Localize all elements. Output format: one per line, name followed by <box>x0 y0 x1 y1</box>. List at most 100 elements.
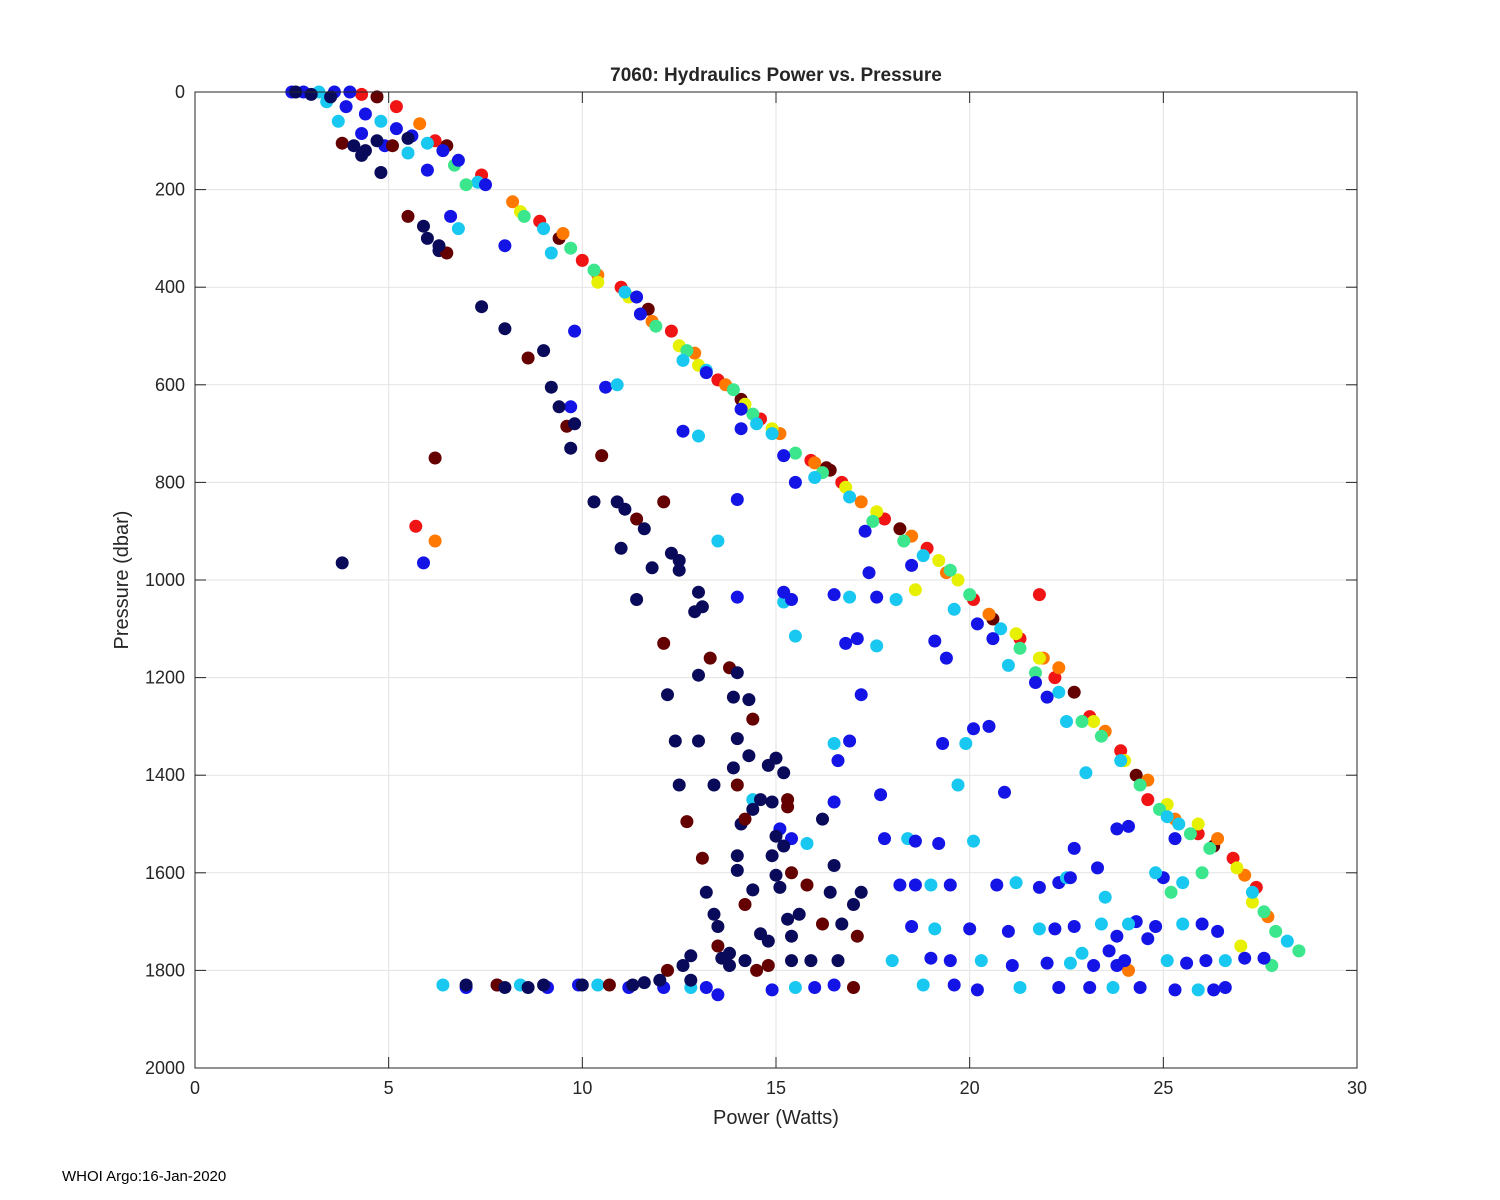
x-tick-label: 25 <box>1153 1078 1173 1098</box>
data-point <box>661 688 674 702</box>
data-point <box>331 114 345 128</box>
data-point <box>409 519 423 533</box>
data-point <box>370 90 384 104</box>
data-point <box>1106 981 1120 994</box>
data-point <box>1114 744 1128 758</box>
data-point <box>413 117 427 131</box>
data-point <box>827 588 841 602</box>
data-point <box>1067 841 1081 855</box>
x-tick-label: 5 <box>384 1078 394 1098</box>
data-point <box>1102 944 1116 958</box>
data-point <box>587 495 601 509</box>
data-point <box>1009 627 1023 641</box>
y-tick-label: 0 <box>175 82 185 102</box>
data-point <box>587 263 601 277</box>
data-point <box>521 351 535 365</box>
data-point <box>928 922 942 936</box>
data-point <box>905 558 919 572</box>
data-point <box>963 588 977 602</box>
data-point <box>769 829 783 843</box>
data-point <box>610 378 624 392</box>
data-point <box>870 639 884 653</box>
y-tick-label: 1400 <box>145 765 185 785</box>
data-point <box>726 761 740 775</box>
data-point <box>850 929 864 943</box>
data-point <box>843 590 857 604</box>
data-point <box>730 493 744 506</box>
data-point <box>564 400 578 414</box>
data-point <box>974 954 988 968</box>
data-point <box>1052 661 1066 675</box>
data-point <box>1180 956 1194 970</box>
data-point <box>1230 861 1244 875</box>
data-point <box>649 319 663 333</box>
data-point <box>827 859 841 872</box>
data-point <box>908 834 922 848</box>
data-point <box>637 522 651 536</box>
data-point <box>711 939 725 953</box>
data-point <box>928 634 942 648</box>
data-point <box>738 812 752 826</box>
data-point <box>389 100 403 114</box>
data-point <box>537 222 551 236</box>
data-point <box>537 978 551 992</box>
data-point <box>1172 817 1186 831</box>
data-point <box>552 400 566 414</box>
data-point <box>417 556 430 570</box>
data-point <box>734 422 748 436</box>
data-point <box>661 963 674 977</box>
data-point <box>908 878 922 892</box>
data-point <box>618 502 632 516</box>
data-point <box>831 954 845 968</box>
data-points <box>285 85 1306 1002</box>
grid-lines <box>195 92 1357 1068</box>
data-point <box>866 514 880 528</box>
data-point <box>1245 895 1259 909</box>
data-point <box>355 148 369 162</box>
data-point <box>475 300 489 314</box>
data-point <box>420 163 434 177</box>
data-point <box>769 868 783 882</box>
data-point <box>537 344 551 358</box>
data-point <box>1032 922 1046 936</box>
data-point <box>451 153 465 167</box>
y-tick-label: 1200 <box>145 668 185 688</box>
data-point <box>1094 917 1108 931</box>
data-point <box>943 954 957 968</box>
data-point <box>781 800 795 814</box>
data-point <box>595 449 609 463</box>
data-point <box>746 883 760 897</box>
data-point <box>544 246 558 260</box>
data-point <box>1141 932 1155 946</box>
data-point <box>1048 922 1062 936</box>
data-point <box>854 688 868 702</box>
data-point <box>1110 822 1124 836</box>
data-point <box>1122 917 1135 931</box>
data-point <box>564 241 578 255</box>
data-point <box>575 253 589 267</box>
chart-title: 7060: Hydraulics Power vs. Pressure <box>610 65 942 86</box>
data-point <box>1110 959 1124 972</box>
y-tick-label: 200 <box>155 180 185 200</box>
data-point <box>1001 924 1015 938</box>
data-point <box>1083 981 1097 994</box>
data-point <box>374 166 388 179</box>
data-point <box>870 590 884 604</box>
data-point <box>575 978 589 992</box>
data-point <box>355 127 369 140</box>
data-point <box>692 734 705 748</box>
data-point <box>858 524 872 538</box>
data-point <box>664 324 678 338</box>
data-point <box>630 593 644 606</box>
data-point <box>564 441 578 455</box>
data-point <box>967 834 980 848</box>
data-point <box>827 978 841 992</box>
data-point <box>699 981 713 994</box>
x-tick-label: 30 <box>1347 1078 1367 1098</box>
data-point <box>1075 946 1089 960</box>
data-point <box>556 227 570 240</box>
x-tick-label: 20 <box>960 1078 980 1098</box>
data-point <box>730 666 744 680</box>
data-point <box>765 795 779 809</box>
